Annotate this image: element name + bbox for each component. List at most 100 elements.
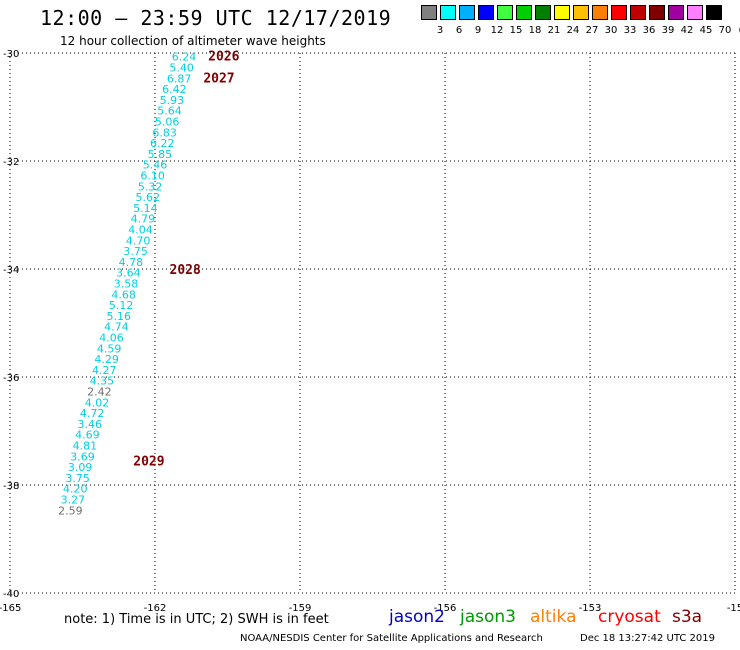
- wave-height-label: 5.06: [155, 116, 180, 129]
- color-swatch: [611, 5, 627, 20]
- wave-height-label: 4.74: [104, 321, 129, 334]
- wave-height-label: 4.20: [63, 483, 88, 496]
- color-scale-tick: 39: [661, 25, 675, 36]
- wave-height-label: 4.79: [131, 213, 156, 226]
- wave-height-label: 6.24: [172, 51, 197, 64]
- wave-height-label: 5.93: [160, 94, 185, 107]
- legend-item-jason3: jason3: [460, 607, 516, 627]
- wave-height-label: 4.78: [119, 256, 144, 269]
- footer-timestamp: Dec 18 13:27:42 UTC 2019: [580, 633, 715, 644]
- wave-height-label: 3.27: [61, 494, 86, 507]
- color-swatch: [535, 5, 551, 20]
- color-swatch: [668, 5, 684, 20]
- color-swatch: [687, 5, 703, 20]
- color-scale-tick: 27: [585, 25, 599, 36]
- wave-height-label: 5.62: [136, 191, 161, 204]
- legend-item-cryosat: cryosat: [598, 607, 661, 627]
- y-tick-label: -30: [3, 49, 19, 60]
- wave-height-label: 6.10: [140, 170, 165, 183]
- wave-height-label: 5.85: [148, 148, 173, 161]
- chart-subtitle: 12 hour collection of altimeter wave hei…: [60, 34, 326, 48]
- wave-height-label: 4.69: [75, 429, 100, 442]
- wave-height-label: 5.32: [138, 180, 163, 193]
- color-scale-tick: 30: [604, 25, 618, 36]
- color-scale-tick: 36: [642, 25, 656, 36]
- wave-height-label: 4.81: [73, 440, 98, 453]
- wave-height-label: 4.70: [126, 234, 151, 247]
- wave-height-label: 4.06: [99, 332, 124, 345]
- wave-height-label: 2.42: [87, 386, 112, 399]
- wave-height-label: 3.75: [65, 472, 90, 485]
- color-swatch: [554, 5, 570, 20]
- x-tick-label: -159: [289, 603, 312, 614]
- time-label: 2026: [208, 50, 239, 65]
- wave-height-label: 3.64: [116, 267, 141, 280]
- wave-height-label: 4.68: [111, 288, 136, 301]
- color-scale-tick: 42: [680, 25, 694, 36]
- color-scale-tick: 70: [718, 25, 732, 36]
- y-tick-label: -36: [3, 373, 19, 384]
- color-swatch: [459, 5, 475, 20]
- color-scale-tick: 15: [509, 25, 523, 36]
- wave-height-label: 3.46: [78, 418, 103, 431]
- legend-item-s3a: s3a: [672, 607, 703, 627]
- time-label: 2028: [170, 263, 201, 278]
- footer-credit: NOAA/NESDIS Center for Satellite Applica…: [240, 633, 543, 644]
- wave-height-label: 5.16: [107, 310, 132, 323]
- footer-note: note: 1) Time is in UTC; 2) SWH is in fe…: [64, 612, 329, 627]
- x-tick-label: -162: [144, 603, 167, 614]
- color-scale-tick: 3: [436, 25, 444, 36]
- wave-height-label: 6.42: [162, 83, 187, 96]
- color-scale-tick: 9: [474, 25, 482, 36]
- color-scale-unit: (ft): [733, 25, 740, 36]
- color-scale-tick: 12: [490, 25, 504, 36]
- color-swatch: [573, 5, 589, 20]
- color-swatch: [440, 5, 456, 20]
- wave-height-label: 2.59: [58, 504, 83, 517]
- wave-height-label: 4.27: [92, 364, 117, 377]
- wave-height-label: 3.58: [114, 278, 139, 291]
- time-label: 2027: [203, 71, 234, 86]
- color-swatch: [421, 5, 437, 20]
- wave-height-label: 4.72: [80, 407, 105, 420]
- color-scale-tick: 24: [566, 25, 580, 36]
- color-scale-tick: 18: [528, 25, 542, 36]
- wave-height-label: 3.75: [123, 245, 148, 258]
- wave-height-label: 3.69: [70, 450, 95, 463]
- wave-height-label: 6.83: [152, 126, 177, 139]
- y-tick-label: -32: [3, 157, 19, 168]
- color-scale-tick: 33: [623, 25, 637, 36]
- color-swatch: [592, 5, 608, 20]
- color-swatch: [497, 5, 513, 20]
- wave-height-label: 4.04: [128, 224, 153, 237]
- legend-item-altika: altika: [530, 607, 577, 627]
- color-swatch: [478, 5, 494, 20]
- color-swatch: [630, 5, 646, 20]
- color-swatch: [649, 5, 665, 20]
- color-swatch: [516, 5, 532, 20]
- color-scale-tick: 45: [699, 25, 713, 36]
- legend-item-jason2: jason2: [389, 607, 445, 627]
- color-scale-tick: 21: [547, 25, 561, 36]
- wave-height-label: 6.87: [167, 72, 192, 85]
- wave-height-label: 5.40: [169, 62, 194, 75]
- wave-height-label: 3.09: [68, 461, 93, 474]
- y-tick-label: -40: [3, 589, 19, 600]
- wave-height-label: 4.29: [94, 353, 119, 366]
- wave-height-label: 5.14: [133, 202, 158, 215]
- x-tick-label: -156: [434, 603, 457, 614]
- wave-height-label: 5.46: [143, 159, 168, 172]
- wave-height-label: 4.02: [85, 396, 110, 409]
- color-scale-tick: 6: [455, 25, 463, 36]
- y-tick-label: -34: [3, 265, 19, 276]
- wave-height-label: 6.22: [150, 137, 175, 150]
- x-tick-label: -165: [0, 603, 21, 614]
- x-tick-label: -15: [727, 603, 740, 614]
- color-swatch: [706, 5, 722, 20]
- x-tick-label: -153: [579, 603, 602, 614]
- wave-height-label: 5.12: [109, 299, 134, 312]
- wave-height-label: 5.64: [157, 105, 182, 118]
- time-label: 2029: [133, 455, 164, 470]
- y-tick-label: -38: [3, 481, 19, 492]
